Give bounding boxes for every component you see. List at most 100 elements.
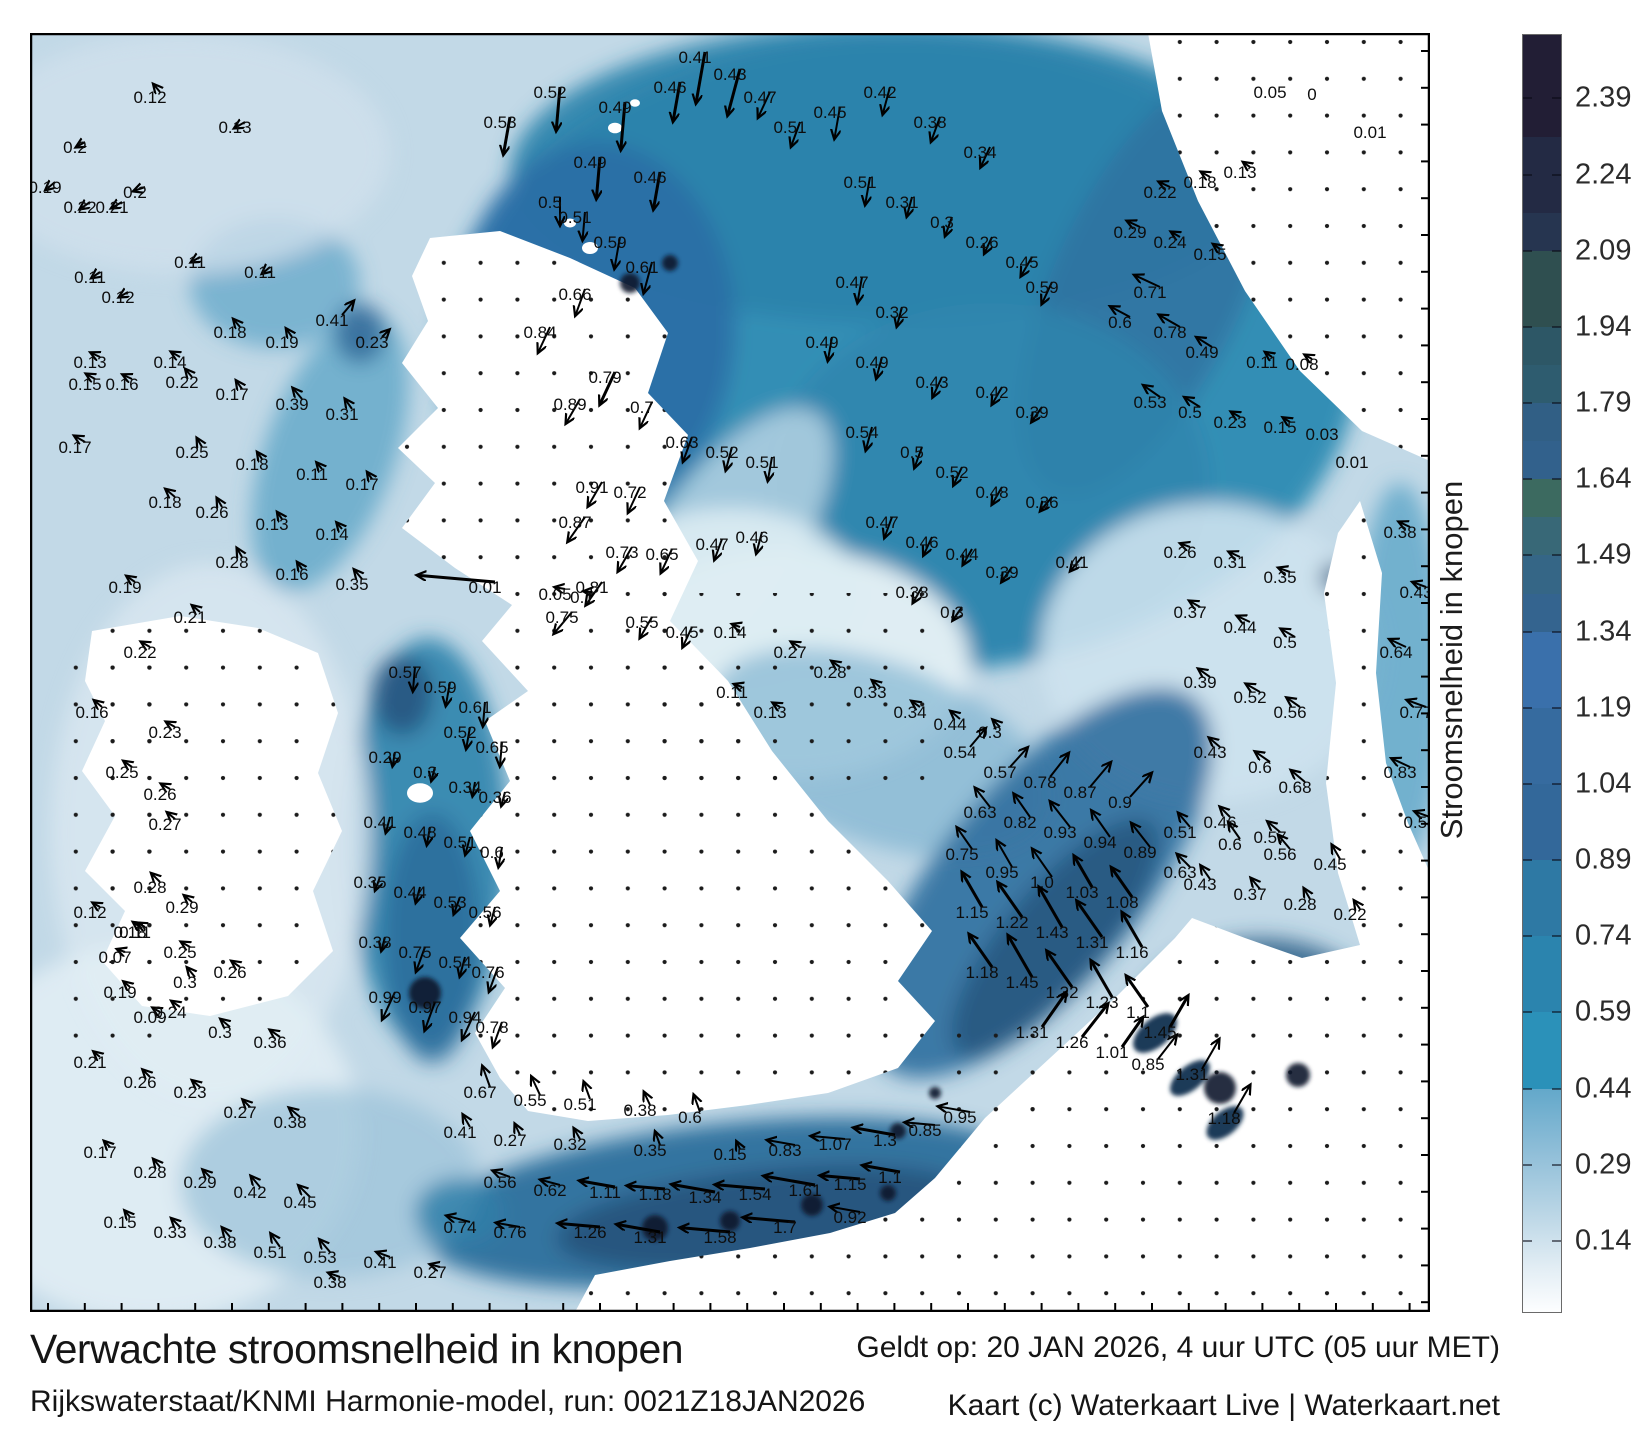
colorbar-tick-mark xyxy=(1552,630,1561,633)
current-speed-value: 0.52 xyxy=(1233,688,1266,707)
current-speed-value: 0.22 xyxy=(63,198,96,217)
colorbar-tick-label: 1.49 xyxy=(1575,538,1632,571)
current-speed-value: 0.11 xyxy=(174,253,206,272)
current-speed-value: 0.14 xyxy=(713,623,746,642)
current-speed-value: 0.08 xyxy=(1285,355,1318,374)
current-speed-value: 0.29 xyxy=(183,1173,216,1192)
current-speed-value: 0.59 xyxy=(593,233,626,252)
current-speed-value: 0.39 xyxy=(1015,403,1048,422)
current-speed-value: 0.27 xyxy=(413,1263,446,1282)
current-speed-value: 0.83 xyxy=(1383,763,1416,782)
current-speed-value: 0.82 xyxy=(1003,813,1036,832)
current-speed-value: 0.2 xyxy=(123,183,147,202)
current-speed-value: 0.22 xyxy=(123,643,156,662)
current-speed-value: 0.33 xyxy=(153,1223,186,1242)
current-speed-value: 0.22 xyxy=(1333,905,1366,924)
current-speed-value: 0.28 xyxy=(813,663,846,682)
current-speed-value: 0.76 xyxy=(493,1223,526,1242)
current-speed-value: 0.51 xyxy=(558,208,591,227)
current-speed-value: 0.52 xyxy=(935,463,968,482)
current-speed-value: 0.43 xyxy=(915,373,948,392)
page-title: Verwachte stroomsnelheid in knopen xyxy=(30,1326,684,1372)
current-speed-value: 0.26 xyxy=(965,233,998,252)
colorbar-tick-label: 0.89 xyxy=(1575,843,1632,876)
current-speed-value: 0.27 xyxy=(223,1103,256,1122)
colorbar-tick-label: 2.24 xyxy=(1575,158,1632,191)
colorbar-tick-mark xyxy=(1523,782,1532,785)
current-speed-value: 0.61 xyxy=(458,698,491,717)
current-speed-value: 0.28 xyxy=(1283,895,1316,914)
current-speed-value: 0.13 xyxy=(73,353,106,372)
colorbar-tick-label: 0.14 xyxy=(1575,1224,1632,1257)
colorbar-tick-mark xyxy=(1552,173,1561,176)
current-speed-value: 0.16 xyxy=(275,565,308,584)
current-speed-value: 0.54 xyxy=(845,423,878,442)
current-speed-value: 0.95 xyxy=(943,1108,976,1127)
current-speed-value: 0.52 xyxy=(533,83,566,102)
colorbar-tick-label: 0.44 xyxy=(1575,1072,1632,1105)
current-speed-value: 0.34 xyxy=(893,703,926,722)
current-speed-value: 0.75 xyxy=(545,608,578,627)
current-speed-value: 0.38 xyxy=(895,583,928,602)
current-speed-value: 0.26 xyxy=(213,963,246,982)
current-speed-value: 0.46 xyxy=(735,528,768,547)
current-speed-value: 0.13 xyxy=(753,703,786,722)
current-speed-value: 0.47 xyxy=(695,535,728,554)
colorbar-axis-label: Stroomsnelheid in knopen xyxy=(1434,480,1469,840)
current-speed-value: 0.15 xyxy=(1193,245,1226,264)
current-speed-value: 0.89 xyxy=(1123,843,1156,862)
current-speed-value: 0.17 xyxy=(345,475,378,494)
current-speed-value: 1.0 xyxy=(1030,873,1054,892)
current-speed-value: 0.6 xyxy=(480,843,504,862)
current-speed-value: 0.44 xyxy=(945,545,978,564)
colorbar-tick-mark xyxy=(1552,554,1561,557)
current-speed-value: 0.35 xyxy=(1263,568,1296,587)
current-speed-value: 0.87 xyxy=(558,513,591,532)
colorbar-tick-mark xyxy=(1523,402,1532,405)
current-speed-value: 0.11 xyxy=(244,263,276,282)
colorbar-segment xyxy=(1523,250,1561,328)
current-speed-value: 1.1 xyxy=(1126,1003,1150,1022)
colorbar-tick-mark xyxy=(1523,1163,1532,1166)
colorbar-segment xyxy=(1523,860,1561,937)
current-speed-value: 0.91 xyxy=(575,478,608,497)
current-speed-value: 0.47 xyxy=(865,513,898,532)
current-speed-value: 1.1 xyxy=(878,1168,902,1187)
current-speed-value: 0.38 xyxy=(203,1233,236,1252)
colorbar-tick-mark xyxy=(1523,1239,1532,1242)
current-speed-value: 0.28 xyxy=(215,553,248,572)
colorbar-tick-label: 0.59 xyxy=(1575,995,1632,1028)
current-speed-value: 0.56 xyxy=(1273,703,1306,722)
colorbar-segment xyxy=(1523,479,1561,518)
current-speed-value: 0.65 xyxy=(645,545,678,564)
current-speed-value: 0.63 xyxy=(1163,863,1196,882)
current-speed-value: 0.39 xyxy=(275,395,308,414)
current-speed-value: 0.41 xyxy=(678,48,711,67)
current-speed-value: 0.49 xyxy=(573,153,606,172)
current-speed-value: 0.32 xyxy=(875,303,908,322)
current-speed-value: 0.49 xyxy=(598,98,631,117)
current-speed-value: 0.01 xyxy=(1335,453,1368,472)
current-speed-value: 0.44 xyxy=(1223,618,1256,637)
current-speed-value: 0.78 xyxy=(1153,323,1186,342)
current-speed-value: 0.05 xyxy=(1253,83,1286,102)
current-speed-value: 0.68 xyxy=(1278,778,1311,797)
colorbar-tick-label: 0.74 xyxy=(1575,919,1632,952)
current-speed-value: 0.45 xyxy=(1005,253,1038,272)
colorbar-segment xyxy=(1523,326,1561,366)
current-speed-value: 0.21 xyxy=(95,198,128,217)
current-speed-value: 1.45 xyxy=(1005,973,1038,992)
current-speed-value: 0.49 xyxy=(1185,343,1218,362)
current-speed-value: 0.77 xyxy=(1399,703,1430,722)
colorbar-segment xyxy=(1523,1012,1561,1090)
current-speed-value: 0.65 xyxy=(475,738,508,757)
current-speed-value: 0.39 xyxy=(985,563,1018,582)
current-speed-value: 0.28 xyxy=(133,1163,166,1182)
current-speed-value: 0.24 xyxy=(153,1003,186,1022)
current-speed-value: 0.51 xyxy=(1163,823,1196,842)
current-speed-value: 0.13 xyxy=(1223,163,1256,182)
current-speed-value: 0.52 xyxy=(443,723,476,742)
colorbar-tick-mark xyxy=(1552,402,1561,405)
current-speed-value: 0.5 xyxy=(1273,633,1297,652)
current-speed-value: 1.43 xyxy=(1035,923,1068,942)
